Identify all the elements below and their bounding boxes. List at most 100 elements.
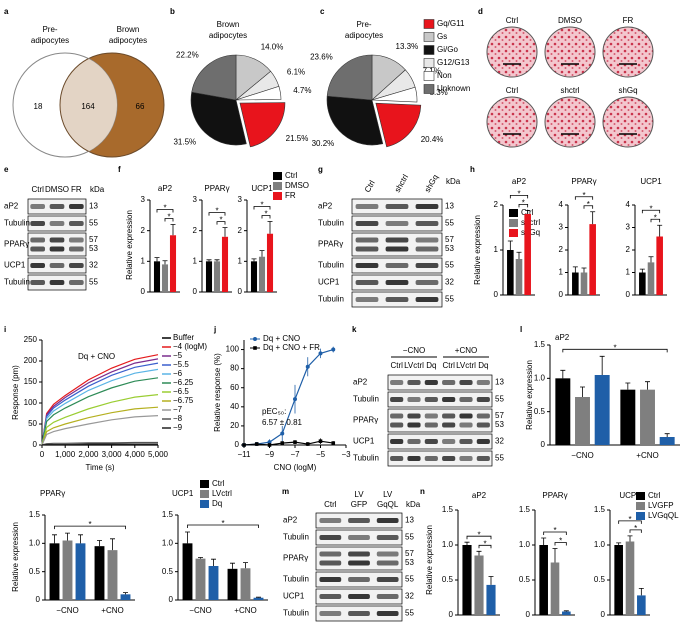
pie-label: 23.6% <box>310 52 333 61</box>
point <box>305 442 310 446</box>
error-bar <box>616 542 622 545</box>
pie-slice <box>326 95 384 146</box>
venn-overlap <box>59 53 117 157</box>
chart-title: PPARγ <box>204 184 229 193</box>
blot-band <box>376 611 399 616</box>
bar <box>575 397 590 445</box>
y-tick-label: 2 <box>626 245 631 254</box>
error-bar <box>560 369 566 379</box>
blot-band <box>49 237 65 243</box>
staining-label: shGq <box>618 86 637 95</box>
significance-bracket <box>641 209 661 214</box>
blot-band <box>348 594 370 599</box>
significance-bracket <box>650 218 661 223</box>
bar <box>659 437 675 445</box>
blot-band <box>476 439 490 444</box>
blot-band <box>407 413 421 419</box>
y-tick-label: 1.0 <box>594 540 606 549</box>
blot-band <box>68 221 84 226</box>
y-axis-label: Relative expression <box>125 210 134 280</box>
y-axis-label: Relative expression <box>525 360 534 430</box>
blot-band <box>442 422 456 428</box>
pie-slice <box>239 102 286 148</box>
blot-band <box>459 413 473 419</box>
venn-count: 164 <box>81 102 95 111</box>
blot-band <box>442 439 456 444</box>
blot-band <box>385 246 409 252</box>
blot-band <box>415 263 439 268</box>
blot-row <box>387 433 493 450</box>
panel-label: d <box>478 7 483 16</box>
blot-label: Tubulin <box>318 295 344 304</box>
series-line <box>41 377 159 446</box>
x-tick-label: 3,000 <box>102 450 123 459</box>
kda-label: 55 <box>495 395 504 404</box>
x-axis-label: CNO (logM) <box>274 463 317 472</box>
y-tick-label: 1 <box>494 245 499 254</box>
y-tick-label: 0 <box>169 595 174 604</box>
lane-label: LVctrl <box>404 361 424 370</box>
legend-label: LVGqQL <box>648 511 679 520</box>
significance-star: * <box>221 519 224 528</box>
x-tick-label: 2,000 <box>78 450 99 459</box>
y-tick-label: 0 <box>238 287 243 296</box>
bar <box>258 256 266 292</box>
legend-label: FR <box>285 191 296 200</box>
blot-band <box>30 246 46 252</box>
legend-swatch <box>636 512 645 520</box>
error-bar <box>488 576 494 585</box>
kda-label: 32 <box>445 278 454 287</box>
significance-star: * <box>264 210 267 219</box>
series-line <box>41 354 159 446</box>
y-tick-label: 2 <box>141 226 146 235</box>
blot-band <box>49 204 65 209</box>
error-bar <box>657 224 663 237</box>
significance-star: * <box>215 207 218 216</box>
group-label: −CNO <box>56 606 78 615</box>
y-tick-label: 1 <box>559 268 564 277</box>
annotation: pEC₅₀: <box>262 407 286 416</box>
y-tick-label: 250 <box>24 335 38 344</box>
legend-label: −6.5 <box>173 387 189 396</box>
bar <box>161 264 169 292</box>
bar <box>656 236 663 295</box>
y-tick-label: 0 <box>559 290 564 299</box>
error-bar <box>256 596 261 598</box>
significance-bracket <box>554 542 567 546</box>
point <box>318 351 323 356</box>
blot-row <box>27 232 87 257</box>
blot-band <box>319 611 342 616</box>
legend-label: Dq + CNO <box>263 334 300 343</box>
bar <box>620 389 636 445</box>
kda-label: 13 <box>405 516 414 525</box>
legend-label: −6 <box>173 369 183 378</box>
blot-band <box>319 551 342 557</box>
bar <box>647 262 655 295</box>
panel-label: l <box>520 325 522 334</box>
kda-label: 57 <box>405 549 414 558</box>
y-tick-label: 1.5 <box>519 505 531 514</box>
point <box>331 347 336 352</box>
legend-label: LVGFP <box>648 501 674 510</box>
blot-band <box>442 380 456 385</box>
blot-band <box>390 397 404 402</box>
error-bar <box>638 588 644 596</box>
x-tick-label: −7 <box>290 450 300 459</box>
pie-slice <box>375 102 422 148</box>
blot-band <box>319 594 342 599</box>
error-bar <box>230 562 235 569</box>
y-tick-label: 1.5 <box>534 340 546 349</box>
kda-label: 55 <box>89 278 98 287</box>
y-tick-label: 2 <box>559 245 564 254</box>
y-tick-label: 0.5 <box>519 575 531 584</box>
legend-label: −8 <box>173 414 183 423</box>
y-tick-label: 200 <box>24 356 38 365</box>
y-tick-label: 0.5 <box>442 575 454 584</box>
error-bar <box>97 540 102 547</box>
point <box>242 443 246 447</box>
lane-label: Ctrl <box>390 361 403 370</box>
y-tick-label: 0.5 <box>534 407 546 416</box>
kda-label: 55 <box>495 454 504 463</box>
blot-band <box>49 280 65 285</box>
blot-band <box>319 535 342 540</box>
